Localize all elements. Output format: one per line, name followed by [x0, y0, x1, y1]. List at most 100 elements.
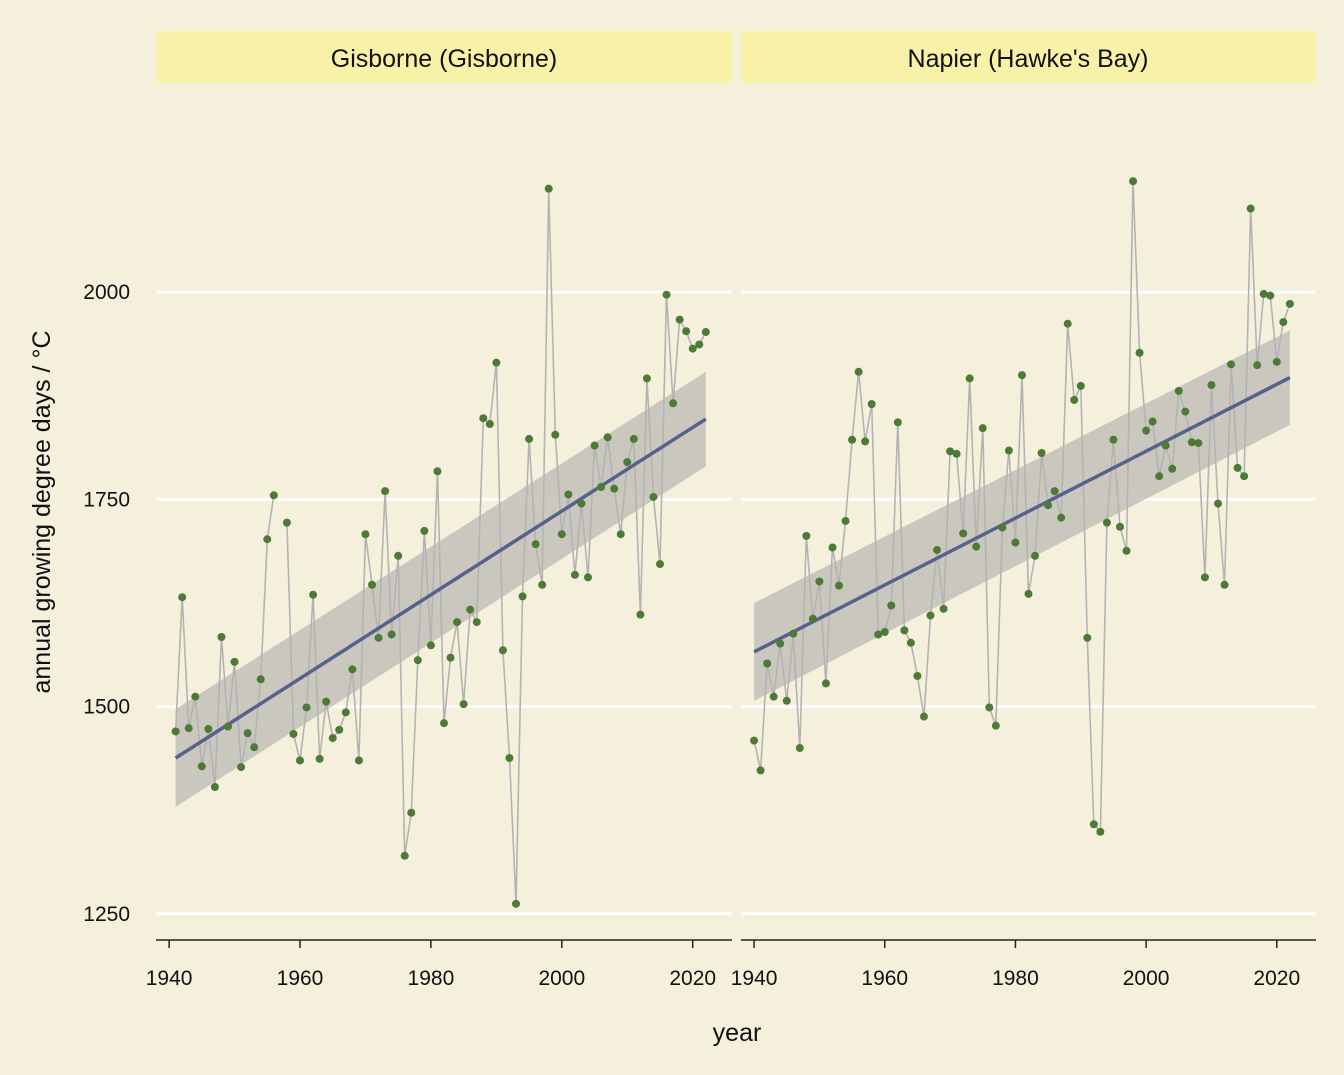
data-point: [1240, 472, 1249, 481]
data-point: [505, 753, 514, 762]
data-point: [348, 665, 357, 674]
data-point: [302, 703, 311, 712]
y-tick-label: 2000: [83, 281, 130, 304]
data-point: [394, 551, 403, 560]
x-tick-label: 1940: [146, 967, 193, 990]
data-point: [815, 577, 824, 586]
facet-panel-napier: Napier (Hawke's Bay) 1940 1960 1980 2000 202…: [731, 31, 1316, 990]
data-point: [1253, 361, 1262, 370]
x-tick-label: 1960: [861, 967, 908, 990]
data-point: [1194, 439, 1203, 448]
data-point: [197, 762, 206, 771]
data-point: [802, 531, 811, 540]
data-point: [682, 327, 691, 336]
data-point: [1070, 395, 1079, 404]
data-point: [1109, 435, 1118, 444]
data-point: [1246, 204, 1255, 213]
data-point: [1057, 513, 1066, 522]
data-point: [570, 570, 579, 579]
data-point: [808, 614, 817, 623]
data-point: [919, 712, 928, 721]
data-point: [426, 641, 435, 650]
data-point: [237, 763, 246, 772]
data-point: [387, 630, 396, 639]
data-point: [887, 601, 896, 610]
data-point: [972, 542, 981, 551]
data-point: [789, 629, 798, 638]
data-point: [1063, 319, 1072, 328]
data-point: [1168, 464, 1177, 473]
data-point: [900, 626, 909, 635]
data-point: [453, 618, 462, 627]
x-tick-label: 2020: [669, 967, 716, 990]
x-tick-label: 1980: [992, 967, 1039, 990]
data-point: [322, 697, 331, 706]
data-point: [623, 458, 632, 467]
data-point: [171, 727, 180, 736]
facet-panel-gisborne: Gisborne (Gisborne) 1940 1960 1980 2000 2020: [146, 31, 732, 990]
data-point: [695, 340, 704, 349]
data-point: [282, 518, 291, 527]
data-point: [1279, 318, 1288, 327]
data-point: [459, 700, 468, 709]
y-axis: 1250 1500 1750 2000: [83, 281, 130, 926]
data-point: [420, 526, 429, 535]
data-point: [407, 808, 416, 817]
data-point: [1187, 438, 1196, 447]
data-point: [440, 719, 448, 728]
data-point: [557, 530, 566, 539]
data-point: [991, 721, 1000, 730]
data-point: [1213, 499, 1222, 508]
data-point: [204, 724, 213, 733]
data-point: [669, 399, 678, 408]
data-point: [354, 756, 363, 765]
data-point: [485, 420, 494, 429]
data-point: [763, 659, 772, 668]
x-tick-label: 2000: [538, 967, 585, 990]
data-point: [959, 529, 968, 538]
data-point: [590, 441, 599, 450]
data-point: [776, 639, 785, 648]
data-point: [603, 433, 612, 442]
data-point: [867, 400, 876, 409]
data-point: [1220, 580, 1229, 589]
data-point: [662, 290, 671, 299]
y-axis-title: annual growing degree days / °C: [28, 330, 56, 693]
data-point: [642, 374, 651, 383]
data-point: [1031, 551, 1040, 560]
x-tick-label: 1940: [731, 967, 778, 990]
data-point: [309, 590, 318, 599]
data-point: [466, 605, 475, 614]
facet-title: Gisborne (Gisborne): [331, 45, 557, 73]
data-point: [1076, 381, 1085, 390]
data-point: [1102, 518, 1111, 527]
data-point: [636, 610, 645, 619]
data-point: [906, 638, 915, 647]
data-point: [874, 630, 883, 639]
data-point: [224, 722, 232, 731]
data-point: [538, 580, 547, 589]
x-tick-label: 1980: [408, 967, 455, 990]
data-point: [335, 725, 344, 734]
data-point: [433, 467, 442, 476]
y-tick-label: 1500: [83, 696, 130, 719]
data-point: [368, 580, 376, 589]
data-point: [782, 696, 791, 705]
data-point: [289, 729, 298, 738]
data-point: [998, 523, 1007, 532]
data-point: [328, 734, 337, 743]
data-point: [1083, 633, 1092, 642]
data-point: [1050, 487, 1059, 496]
data-point: [1259, 289, 1268, 298]
data-point: [1011, 538, 1020, 547]
data-point: [750, 736, 759, 745]
data-point: [1200, 573, 1209, 582]
data-point: [1227, 360, 1236, 369]
data-point: [544, 184, 553, 193]
facet-title: Napier (Hawke's Bay): [908, 45, 1149, 73]
data-point: [564, 490, 573, 499]
data-point: [492, 358, 501, 367]
data-point: [413, 656, 422, 665]
